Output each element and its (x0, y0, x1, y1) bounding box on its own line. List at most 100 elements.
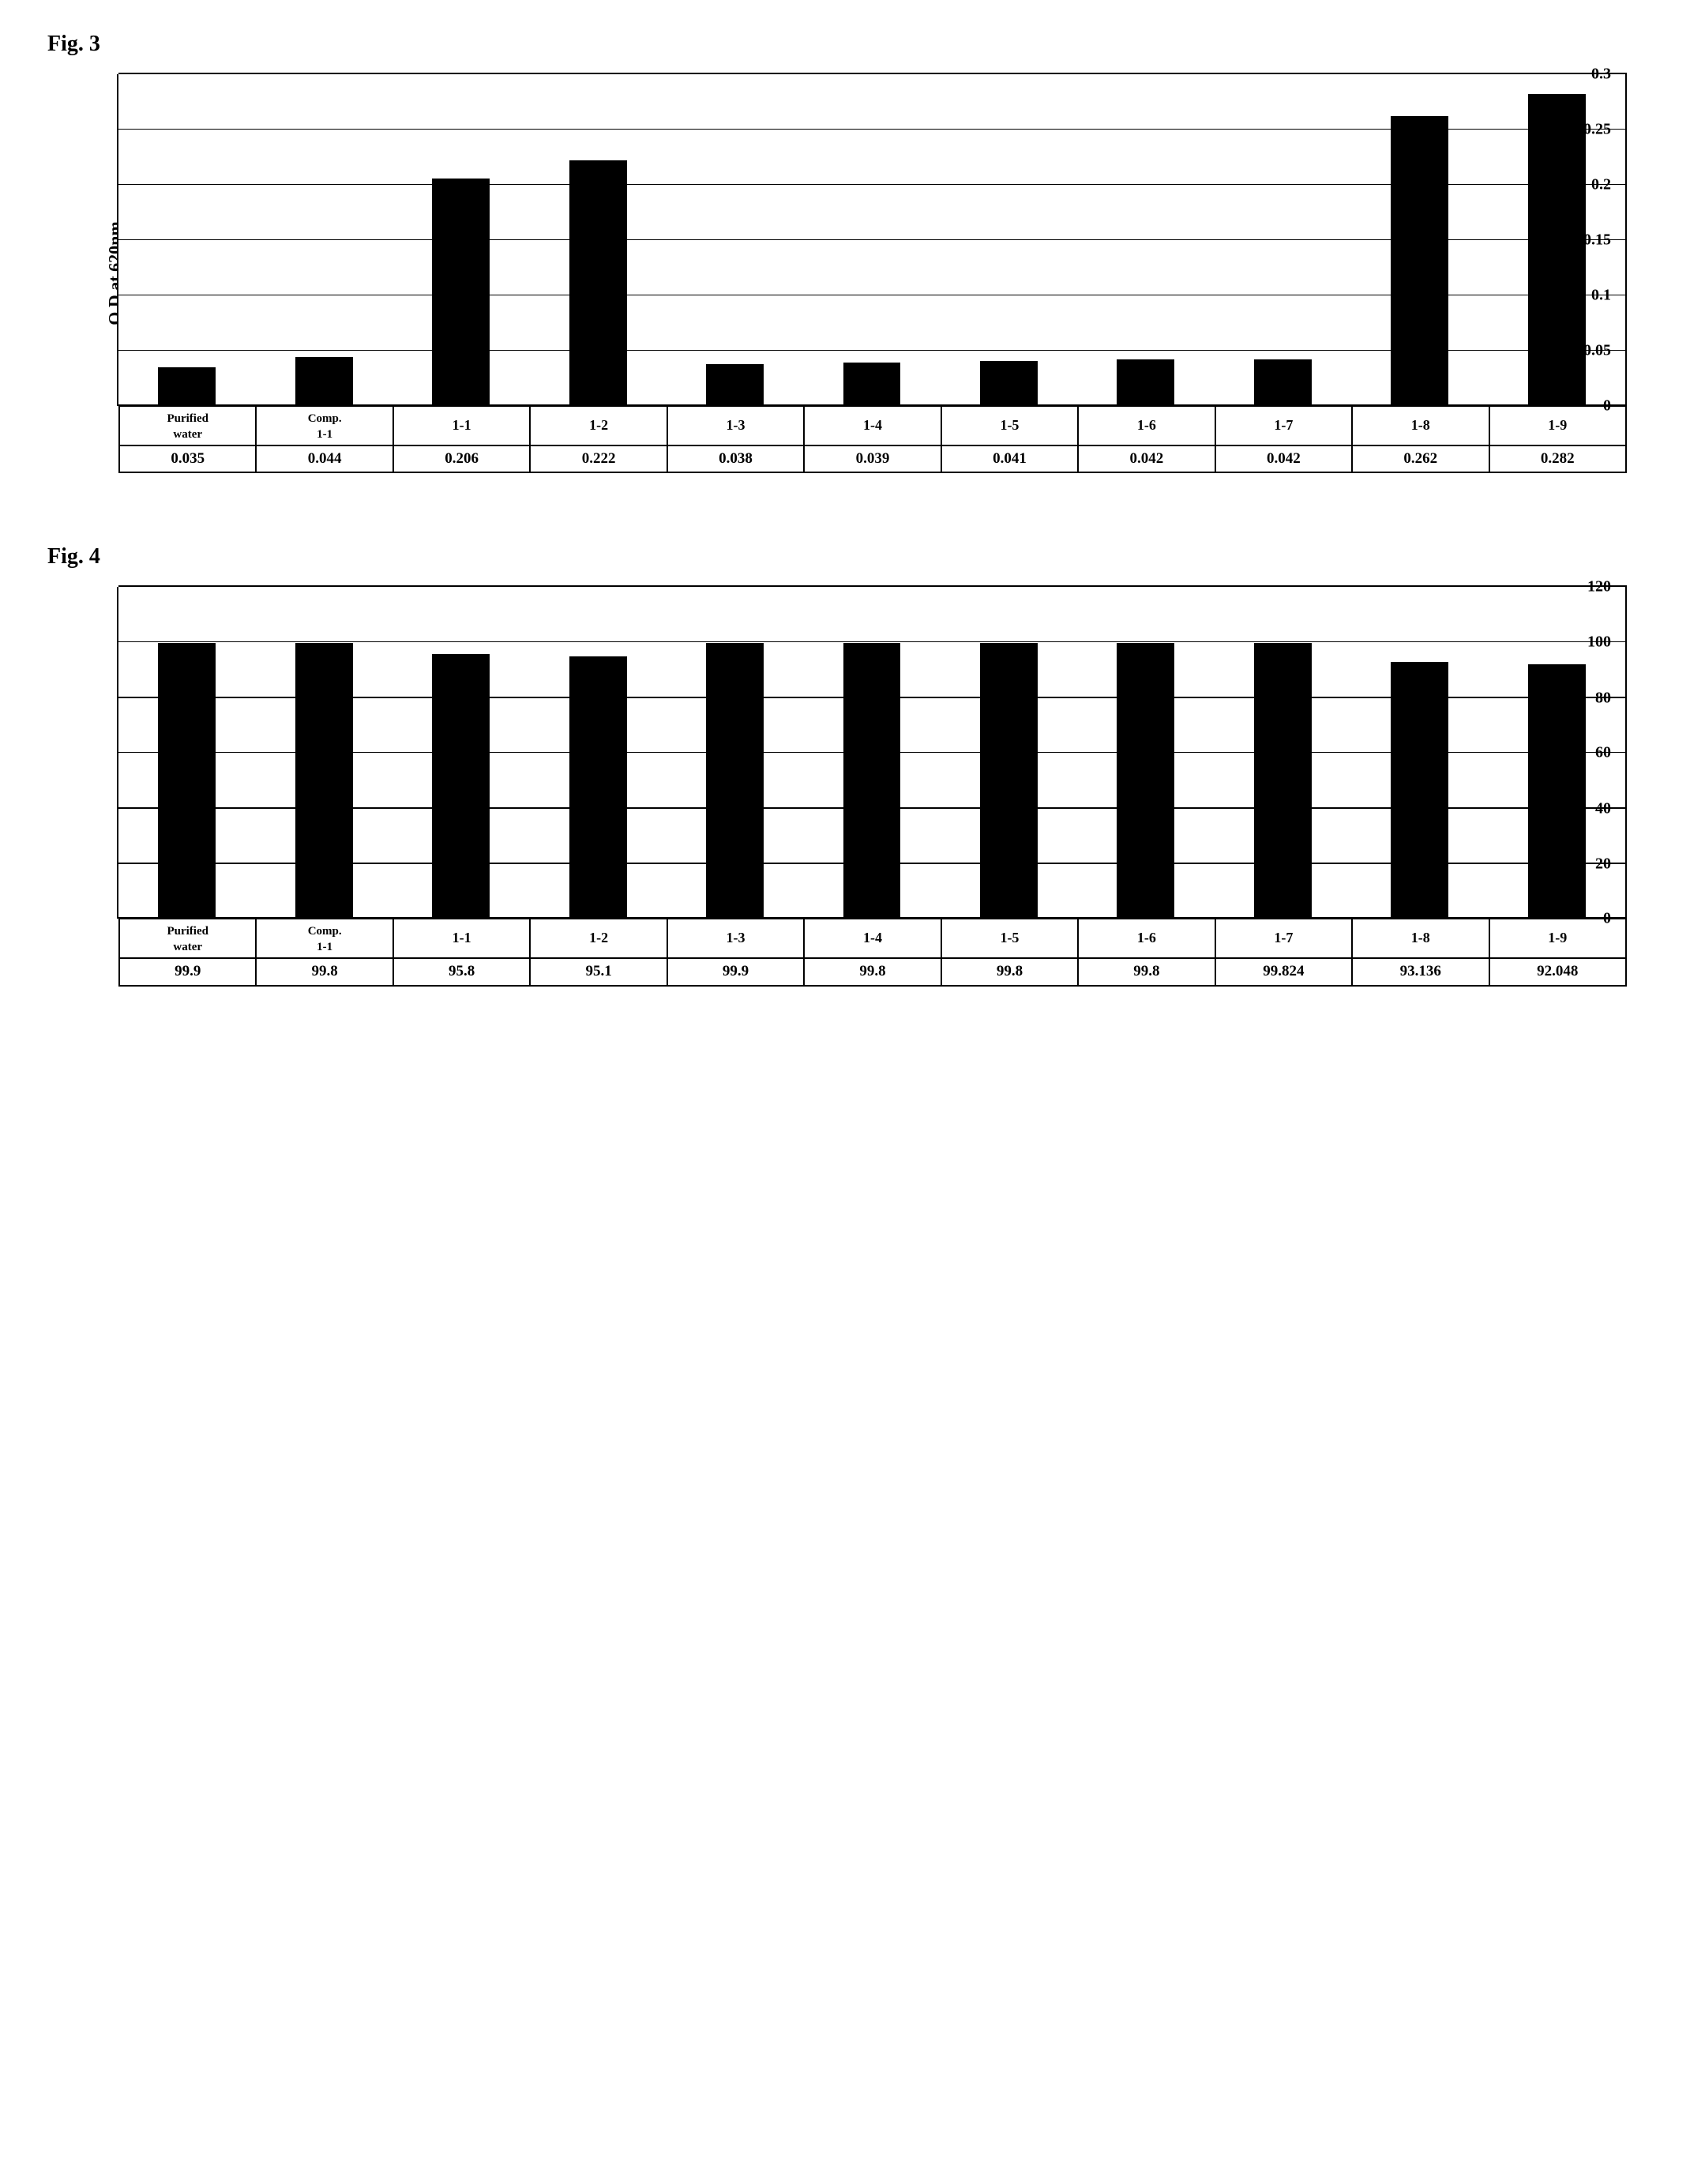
value-cell: 0.282 (1489, 445, 1626, 473)
bar (158, 643, 216, 919)
bar (1117, 359, 1174, 406)
bar (1117, 643, 1174, 919)
bar (569, 656, 627, 919)
value-cell: 99.9 (119, 958, 256, 986)
category-cell: Comp.1-1 (256, 406, 392, 445)
value-cell: 0.039 (804, 445, 941, 473)
value-cell: 99.8 (941, 958, 1078, 986)
bar-slot (255, 587, 392, 919)
bar (706, 643, 764, 919)
bar (295, 643, 353, 919)
category-cell: 1-4 (804, 919, 941, 958)
bar-slot (803, 587, 940, 919)
value-cell: 95.8 (393, 958, 530, 986)
bar (1391, 116, 1448, 406)
value-cell: 92.048 (1489, 958, 1626, 986)
bar (1254, 643, 1312, 919)
bar (1391, 662, 1448, 919)
figure-4: Fig. 4 Transmittance (T, %) 020406080100… (47, 544, 1643, 986)
figure-3-plot: 00.050.10.150.20.250.3 (118, 73, 1627, 406)
category-cell: 1-1 (393, 919, 530, 958)
value-cell: 99.9 (667, 958, 804, 986)
bar-slot (1489, 74, 1625, 406)
bar (843, 363, 901, 406)
bar-slot (1215, 74, 1351, 406)
bar (980, 643, 1038, 919)
category-cell: Purifiedwater (119, 919, 256, 958)
category-cell: 1-4 (804, 406, 941, 445)
category-cell: 1-2 (530, 919, 667, 958)
bar-slot (1351, 587, 1488, 919)
bars-row (118, 587, 1625, 919)
category-cell: 1-3 (667, 919, 804, 958)
category-cell: 1-8 (1352, 919, 1489, 958)
category-cell: 1-5 (941, 919, 1078, 958)
bar (432, 654, 490, 919)
bar-slot (1077, 587, 1214, 919)
value-cell: 93.136 (1352, 958, 1489, 986)
bar-slot (392, 74, 529, 406)
value-cell: 0.038 (667, 445, 804, 473)
category-cell: 1-6 (1078, 919, 1215, 958)
figure-4-data-table: PurifiedwaterComp.1-11-11-21-31-41-51-61… (118, 918, 1627, 986)
bar-slot (529, 587, 666, 919)
bar (569, 160, 627, 406)
category-cell: 1-8 (1352, 406, 1489, 445)
value-cell: 0.222 (530, 445, 667, 473)
bar (980, 361, 1038, 406)
category-cell: 1-1 (393, 406, 530, 445)
value-cell: 0.041 (941, 445, 1078, 473)
value-row: 99.999.895.895.199.999.899.899.899.82493… (119, 958, 1626, 986)
figure-3-chart: O.D at 620nm 00.050.10.150.20.250.3 Puri… (118, 73, 1627, 473)
value-cell: 0.042 (1215, 445, 1352, 473)
bar-slot (667, 74, 803, 406)
category-cell: Comp.1-1 (256, 919, 392, 958)
bar-slot (255, 74, 392, 406)
figure-4-title: Fig. 4 (47, 544, 1643, 569)
category-cell: 1-3 (667, 406, 804, 445)
category-cell: Purifiedwater (119, 406, 256, 445)
bar (158, 367, 216, 406)
bar-slot (667, 587, 803, 919)
value-cell: 99.8 (256, 958, 392, 986)
category-cell: 1-6 (1078, 406, 1215, 445)
value-cell: 99.824 (1215, 958, 1352, 986)
bar (1528, 94, 1586, 406)
category-cell: 1-2 (530, 406, 667, 445)
value-cell: 0.206 (393, 445, 530, 473)
value-cell: 99.8 (1078, 958, 1215, 986)
figure-3: Fig. 3 O.D at 620nm 00.050.10.150.20.250… (47, 32, 1643, 473)
bar-slot (803, 74, 940, 406)
figure-3-data-table: PurifiedwaterComp.1-11-11-21-31-41-51-61… (118, 405, 1627, 473)
figure-4-plot: 020406080100120 (118, 585, 1627, 919)
bar-slot (392, 587, 529, 919)
bar (1528, 664, 1586, 919)
value-row: 0.0350.0440.2060.2220.0380.0390.0410.042… (119, 445, 1626, 473)
bar-slot (1489, 587, 1625, 919)
bar-slot (529, 74, 666, 406)
bar (432, 179, 490, 406)
bar-slot (1215, 587, 1351, 919)
category-cell: 1-7 (1215, 919, 1352, 958)
bar-slot (118, 587, 255, 919)
value-cell: 0.035 (119, 445, 256, 473)
bar (295, 357, 353, 406)
bar (843, 643, 901, 919)
bar (1254, 359, 1312, 406)
value-cell: 0.042 (1078, 445, 1215, 473)
category-row: PurifiedwaterComp.1-11-11-21-31-41-51-61… (119, 919, 1626, 958)
figure-3-title: Fig. 3 (47, 32, 1643, 57)
figure-4-chart: Transmittance (T, %) 020406080100120 Pur… (118, 585, 1627, 986)
bar-slot (941, 587, 1077, 919)
bar (706, 364, 764, 406)
bar-slot (118, 74, 255, 406)
bar-slot (941, 74, 1077, 406)
category-cell: 1-7 (1215, 406, 1352, 445)
bars-row (118, 74, 1625, 406)
value-cell: 0.262 (1352, 445, 1489, 473)
value-cell: 99.8 (804, 958, 941, 986)
bar-slot (1077, 74, 1214, 406)
bar-slot (1351, 74, 1488, 406)
value-cell: 0.044 (256, 445, 392, 473)
value-cell: 95.1 (530, 958, 667, 986)
